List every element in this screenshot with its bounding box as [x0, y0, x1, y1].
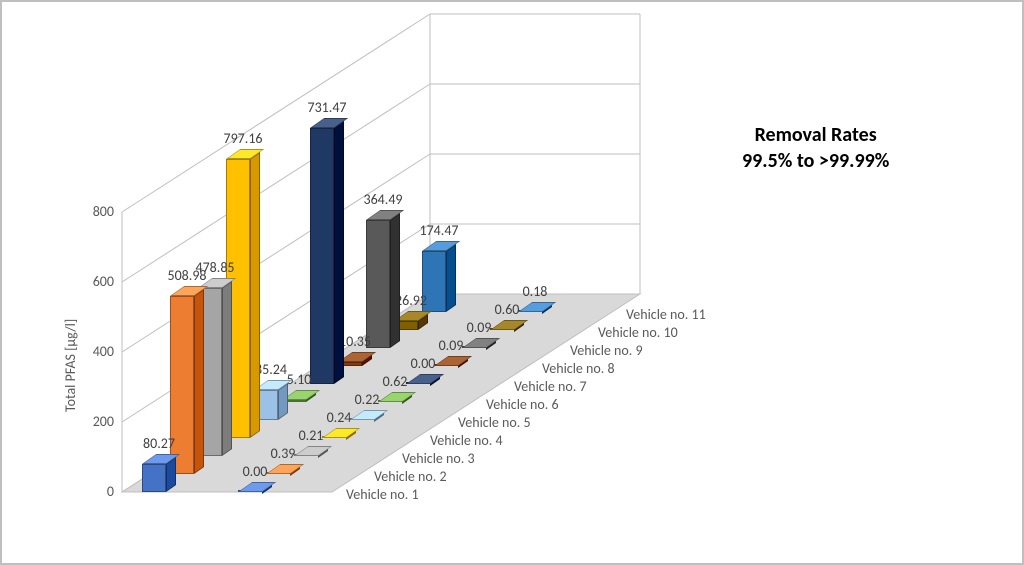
- bar: [434, 366, 458, 367]
- category-label: Vehicle no. 11: [626, 306, 706, 323]
- category-label: Vehicle no. 8: [542, 360, 615, 377]
- annotation-line2: 99.5% to >99.99%: [742, 149, 889, 173]
- category-label: Vehicle no. 4: [430, 432, 503, 449]
- bar: [406, 384, 430, 385]
- bar: [490, 330, 514, 331]
- category-label: Vehicle no. 3: [402, 450, 475, 467]
- bar: [310, 128, 334, 384]
- category-label: Vehicle no. 1: [346, 486, 419, 503]
- value-label: 0.18: [523, 283, 548, 300]
- value-label: 0.00: [243, 463, 268, 480]
- bar: [266, 474, 290, 475]
- y-tick-label: 400: [74, 343, 114, 360]
- category-label: Vehicle no. 2: [374, 468, 447, 485]
- value-label: 174.47: [419, 222, 458, 239]
- value-label: 0.09: [439, 337, 464, 354]
- y-tick-label: 200: [74, 413, 114, 430]
- removal-rates-annotation: Removal Rates 99.5% to >99.99%: [742, 122, 889, 174]
- category-label: Vehicle no. 6: [486, 396, 559, 413]
- bar: [366, 220, 390, 348]
- bar: [322, 438, 346, 439]
- value-label: 0.00: [411, 355, 436, 372]
- y-tick-label: 0: [74, 483, 114, 500]
- bar: [518, 312, 542, 313]
- y-axis-title: Total PFAS [µg/l]: [62, 319, 79, 412]
- bar: [462, 348, 486, 349]
- bar: [294, 456, 318, 457]
- value-label: 508.98: [167, 267, 206, 284]
- category-label: Vehicle no. 5: [458, 414, 531, 431]
- category-label: Vehicle no. 7: [514, 378, 587, 395]
- value-label: 0.24: [327, 409, 352, 426]
- category-label: Vehicle no. 10: [598, 324, 678, 341]
- annotation-line1: Removal Rates: [755, 123, 877, 147]
- plot-area: 174.470.1826.920.60364.490.0910.350.0973…: [122, 62, 682, 512]
- value-label: 0.22: [355, 391, 380, 408]
- value-label: 80.27: [143, 435, 175, 452]
- value-label: 0.21: [299, 427, 324, 444]
- bar: [238, 492, 262, 493]
- y-tick-label: 600: [74, 273, 114, 290]
- chart-frame: 174.470.1826.920.60364.490.0910.350.0973…: [0, 0, 1024, 565]
- category-label: Vehicle no. 9: [570, 342, 643, 359]
- y-tick-label: 800: [74, 203, 114, 220]
- bar: [350, 420, 374, 421]
- value-label: 0.39: [271, 445, 296, 462]
- value-label: 0.62: [383, 373, 408, 390]
- value-label: 364.49: [363, 191, 402, 208]
- bar: [142, 464, 166, 492]
- bar: [378, 402, 402, 403]
- value-label: 0.09: [467, 319, 492, 336]
- value-label: 797.16: [223, 130, 262, 147]
- value-label: 0.60: [495, 301, 520, 318]
- value-label: 731.47: [307, 99, 346, 116]
